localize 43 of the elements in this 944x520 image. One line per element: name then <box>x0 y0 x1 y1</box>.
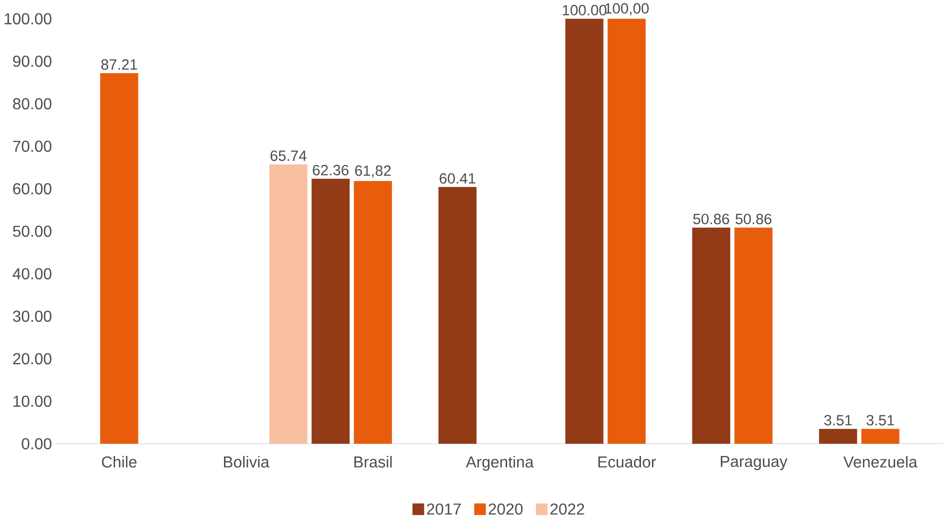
x-tick-label: Argentina <box>466 456 534 471</box>
y-tick-label: 20.00 <box>13 352 52 364</box>
y-tick-label: 100.00 <box>4 13 52 24</box>
y-tick-label: 50.00 <box>12 225 52 237</box>
x-tick-label: Bolivia <box>224 456 270 468</box>
bar <box>312 178 350 444</box>
x-tick-label: Brasil <box>354 456 392 468</box>
data-label: 87.21 <box>101 59 137 70</box>
y-tick-label: 80.00 <box>13 98 52 110</box>
legend-label: 2020 <box>488 503 523 515</box>
bar <box>354 180 392 444</box>
data-label: 100.00 <box>562 4 606 16</box>
legend-label: 2022 <box>550 503 584 515</box>
bar <box>608 18 646 444</box>
data-label: 62.36 <box>312 164 348 176</box>
y-tick-label: 0.00 <box>22 438 52 450</box>
data-label: 60.41 <box>440 172 476 184</box>
data-label: 50.86 <box>693 214 730 224</box>
bar <box>734 227 773 444</box>
bar <box>692 227 730 444</box>
y-tick-label: 70.00 <box>13 140 52 152</box>
x-tick-label: Ecuador <box>598 456 656 468</box>
data-label: 3.51 <box>824 414 852 426</box>
data-label: 50.86 <box>736 214 772 224</box>
data-label: 65.74 <box>270 150 306 161</box>
bar <box>861 428 900 444</box>
legend-label: 2017 <box>427 503 461 515</box>
y-tick-label: 40.00 <box>12 268 52 280</box>
data-label: 61,82 <box>355 165 391 178</box>
y-tick-label: 10.00 <box>14 395 52 407</box>
bar <box>819 428 858 444</box>
y-tick-label: 90.00 <box>13 56 52 67</box>
bar <box>269 164 308 444</box>
bar <box>438 186 477 444</box>
data-label: 100,00 <box>605 2 649 16</box>
bar <box>565 18 604 444</box>
y-tick-label: 30.00 <box>12 310 52 322</box>
x-tick-label: Chile <box>102 456 137 468</box>
bar <box>100 72 138 444</box>
y-tick-label: 60.00 <box>13 182 52 194</box>
x-tick-label: Paraguay <box>720 456 788 470</box>
data-label: 3.51 <box>866 414 894 426</box>
x-tick-label: Venezuela <box>843 456 918 468</box>
